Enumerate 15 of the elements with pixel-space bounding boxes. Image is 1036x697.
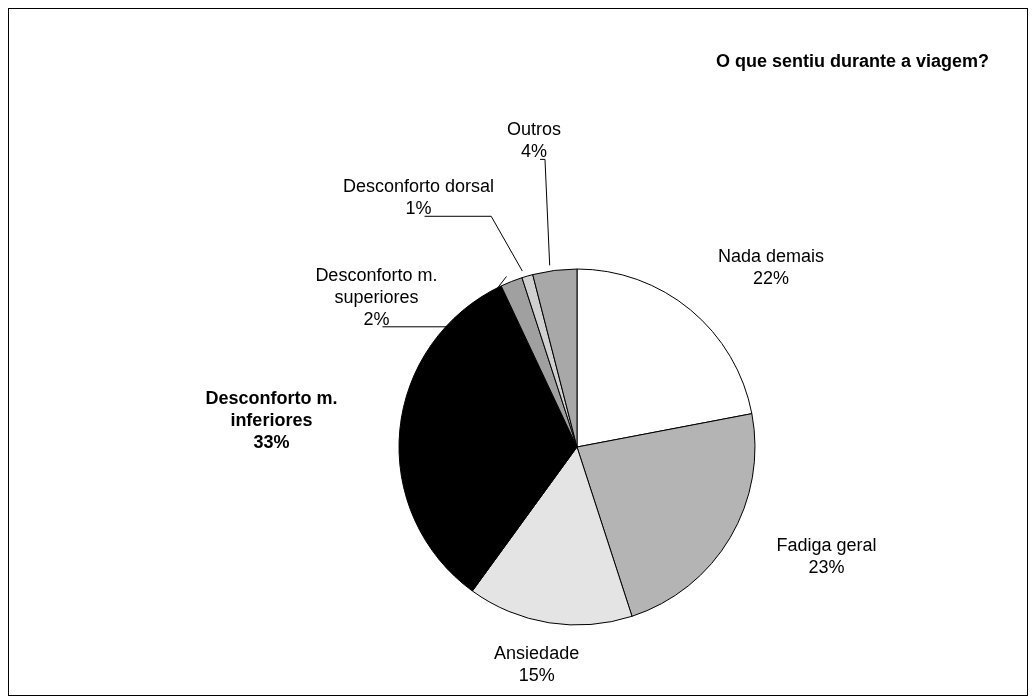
slice-label: Fadiga geral [776, 535, 877, 556]
data-label: 4% [521, 141, 548, 162]
slice-label: Nada demais [718, 245, 825, 266]
data-label: 22% [753, 267, 790, 288]
data-label: 2% [363, 308, 390, 329]
slice-label: Desconforto m. inferiores [205, 387, 338, 430]
data-label: 15% [518, 665, 555, 686]
data-label: 1% [405, 198, 432, 219]
slice-label: Desconforto dorsal [342, 176, 495, 197]
data-label: 23% [808, 557, 845, 578]
chart-title: O que sentiu durante a viagem? [715, 51, 989, 71]
slice-label: Ansiedade [494, 643, 580, 664]
data-label: 33% [253, 431, 290, 452]
slice-label: Outros [507, 119, 562, 140]
slice-label: Desconforto m. superiores [315, 264, 438, 307]
